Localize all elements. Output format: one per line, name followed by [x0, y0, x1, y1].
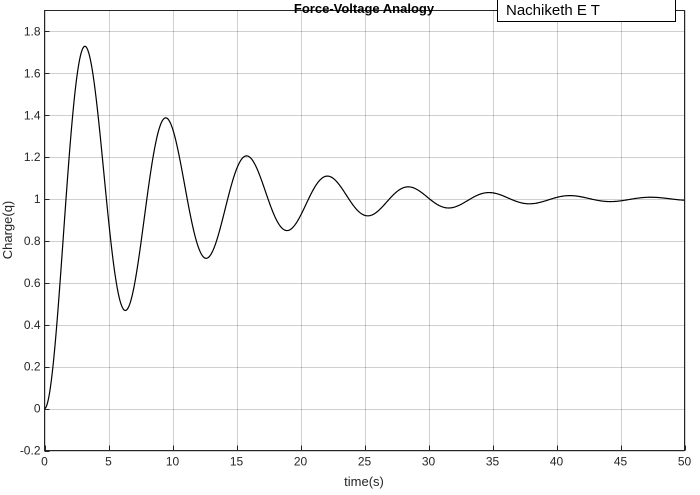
plot-area — [44, 10, 685, 451]
annotation-box — [497, 0, 676, 22]
y-tick-label: 0.8 — [24, 234, 41, 248]
y-axis-label: Charge(q) — [0, 201, 15, 260]
x-tick-label: 45 — [614, 455, 628, 469]
x-tick-label: 15 — [230, 455, 244, 469]
series-line-0 — [44, 45, 685, 410]
annotation-text: Nachiketh E T — [506, 2, 600, 19]
x-tick-label: 40 — [550, 455, 564, 469]
x-axis-label: time(s) — [344, 474, 384, 489]
x-tick-label: 5 — [105, 455, 112, 469]
x-tick-label: 10 — [166, 455, 180, 469]
grid — [44, 10, 686, 452]
ticks: 0 5 10 15 20 25 30 35 40 45 50-0.200.20.40.60.811.… — [20, 24, 692, 468]
chart-title: Force-Voltage Analogy — [294, 1, 435, 16]
y-tick-label: 0.6 — [24, 276, 41, 290]
y-tick-label: 1.4 — [24, 108, 41, 122]
y-tick-label: 1.6 — [24, 66, 41, 80]
x-tick-label: 35 — [486, 455, 500, 469]
y-tick-label: 0 — [34, 402, 41, 416]
series-group — [44, 45, 685, 410]
x-tick-label: 0 — [41, 455, 48, 469]
y-tick-label: 1.8 — [24, 24, 41, 38]
x-tick-label: 20 — [294, 455, 308, 469]
x-tick-label: 25 — [358, 455, 372, 469]
x-tick-label: 30 — [422, 455, 436, 469]
y-tick-label: 1 — [34, 192, 41, 206]
y-tick-label: 1.2 — [24, 150, 41, 164]
x-tick-label: 50 — [678, 455, 692, 469]
y-tick-label: 0.2 — [24, 360, 41, 374]
y-tick-label: 0.4 — [24, 318, 41, 332]
y-tick-label: -0.2 — [20, 444, 41, 458]
